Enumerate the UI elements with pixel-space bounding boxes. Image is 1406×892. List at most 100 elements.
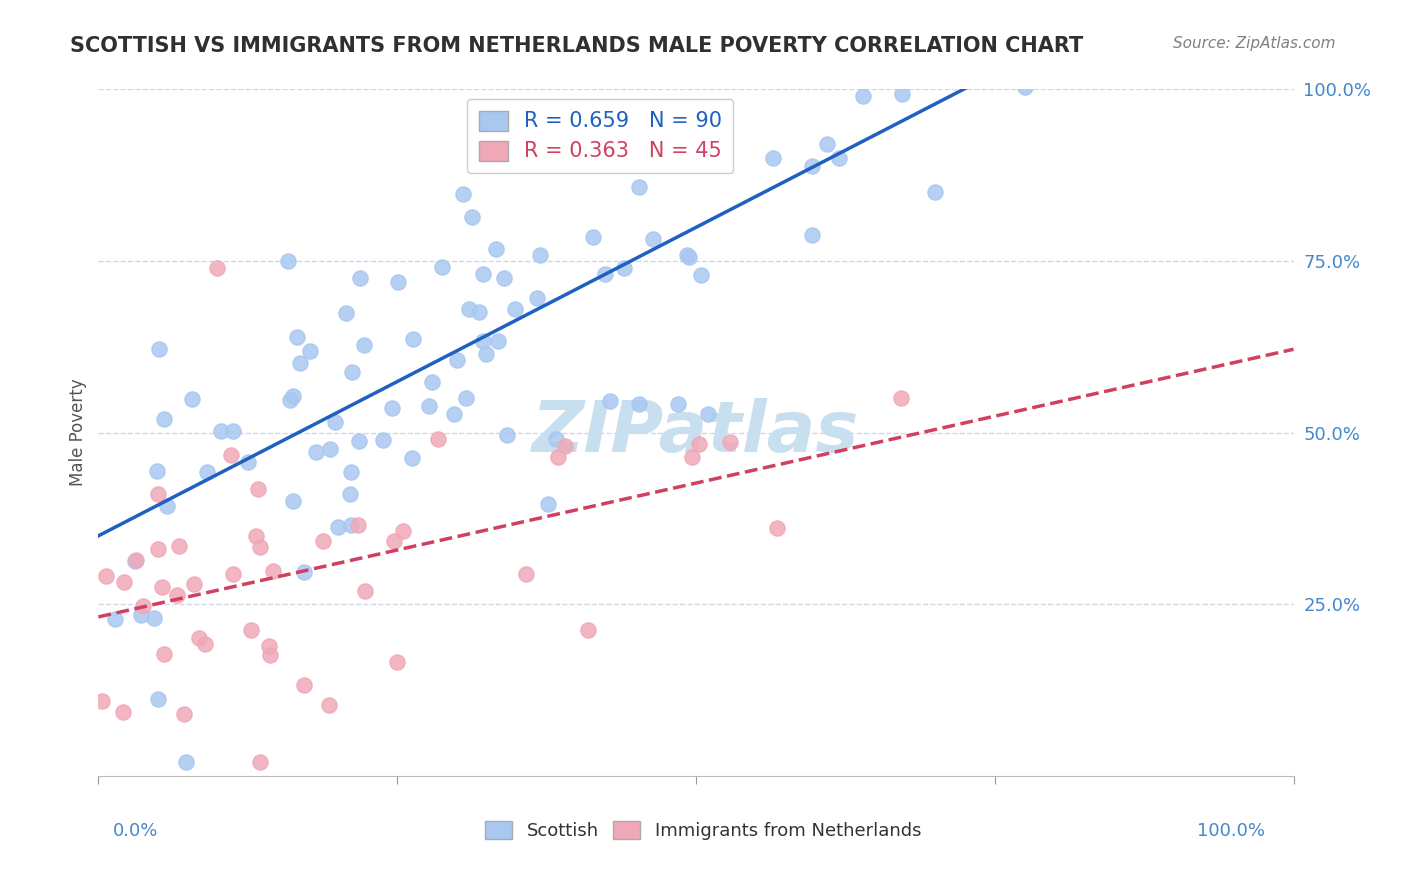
Immigrants from Netherlands (112, 575, 135, 590)
Immigrants from Netherlands (194, 637, 217, 651)
Immigrants from Netherlands (249, 756, 271, 770)
Text: ZIPatlas: ZIPatlas (533, 398, 859, 467)
Scottish (1083, 23, 1105, 37)
Scottish (529, 247, 551, 261)
Scottish (349, 270, 371, 285)
Scottish (565, 124, 588, 138)
Immigrants from Netherlands (205, 261, 228, 276)
Scottish (347, 434, 370, 448)
Immigrants from Netherlands (148, 542, 170, 557)
Scottish (292, 565, 315, 579)
Scottish (481, 123, 503, 137)
Scottish (666, 397, 689, 411)
Immigrants from Netherlands (259, 648, 281, 662)
Immigrants from Netherlands (890, 392, 912, 406)
Immigrants from Netherlands (718, 434, 741, 449)
Scottish (678, 251, 700, 265)
Scottish (486, 334, 509, 349)
Immigrants from Netherlands (94, 569, 117, 583)
Scottish (924, 186, 946, 200)
Immigrants from Netherlands (259, 639, 281, 653)
Immigrants from Netherlands (249, 540, 271, 554)
Scottish (457, 302, 479, 317)
Scottish (353, 338, 375, 352)
Scottish (467, 305, 489, 319)
Scottish (339, 486, 361, 500)
Scottish (278, 393, 301, 408)
Scottish (319, 442, 342, 457)
Legend: Scottish, Immigrants from Netherlands: Scottish, Immigrants from Netherlands (478, 814, 928, 847)
Immigrants from Netherlands (124, 552, 146, 566)
Immigrants from Netherlands (245, 528, 267, 542)
Immigrants from Netherlands (132, 599, 155, 613)
Scottish (323, 415, 346, 429)
Scottish (373, 433, 395, 447)
Immigrants from Netherlands (681, 450, 703, 464)
Scottish (485, 243, 508, 257)
Scottish (762, 151, 785, 165)
Scottish (690, 268, 713, 282)
Scottish (418, 399, 440, 413)
Scottish (813, 65, 835, 79)
Scottish (451, 187, 474, 202)
Immigrants from Netherlands (547, 450, 569, 465)
Scottish (236, 455, 259, 469)
Scottish (537, 497, 560, 511)
Legend: R = 0.659   N = 90, R = 0.363   N = 45: R = 0.659 N = 90, R = 0.363 N = 45 (467, 99, 734, 173)
Scottish (104, 612, 127, 626)
Immigrants from Netherlands (576, 624, 599, 638)
Scottish (146, 692, 169, 706)
Scottish (471, 334, 494, 348)
Scottish (209, 424, 232, 438)
Immigrants from Netherlands (292, 678, 315, 692)
Scottish (283, 494, 305, 508)
Scottish (305, 445, 328, 459)
Immigrants from Netherlands (188, 631, 211, 645)
Scottish (613, 260, 636, 275)
Immigrants from Netherlands (153, 647, 176, 661)
Text: Source: ZipAtlas.com: Source: ZipAtlas.com (1173, 36, 1336, 51)
Scottish (340, 365, 363, 379)
Scottish (471, 267, 494, 281)
Scottish (494, 270, 516, 285)
Immigrants from Netherlands (353, 584, 375, 599)
Immigrants from Netherlands (688, 437, 710, 451)
Scottish (676, 248, 699, 262)
Scottish (1028, 42, 1050, 56)
Scottish (645, 103, 668, 117)
Immigrants from Netherlands (554, 439, 576, 453)
Scottish (148, 342, 170, 356)
Scottish (446, 353, 468, 368)
Immigrants from Netherlands (111, 705, 134, 719)
Scottish (335, 306, 357, 320)
Scottish (461, 210, 484, 224)
Scottish (156, 499, 179, 513)
Scottish (544, 432, 567, 446)
Scottish (176, 756, 198, 770)
Scottish (326, 519, 349, 533)
Text: 100.0%: 100.0% (1198, 822, 1265, 840)
Text: 0.0%: 0.0% (112, 822, 157, 840)
Text: SCOTTISH VS IMMIGRANTS FROM NETHERLANDS MALE POVERTY CORRELATION CHART: SCOTTISH VS IMMIGRANTS FROM NETHERLANDS … (70, 36, 1084, 55)
Scottish (454, 391, 477, 405)
Scottish (339, 518, 361, 533)
Immigrants from Netherlands (166, 587, 188, 601)
Immigrants from Netherlands (262, 564, 284, 578)
Immigrants from Netherlands (515, 567, 537, 582)
Scottish (697, 408, 720, 422)
Scottish (180, 392, 202, 406)
Immigrants from Netherlands (347, 518, 370, 533)
Immigrants from Netherlands (312, 534, 335, 549)
Immigrants from Netherlands (183, 576, 205, 591)
Scottish (628, 180, 651, 194)
Scottish (599, 394, 621, 409)
Scottish (340, 465, 363, 479)
Scottish (195, 465, 218, 479)
Scottish (281, 389, 304, 403)
Immigrants from Netherlands (91, 693, 114, 707)
Scottish (496, 428, 519, 442)
Scottish (526, 291, 548, 305)
Scottish (627, 397, 650, 411)
Scottish (124, 554, 146, 568)
Scottish (828, 151, 851, 165)
